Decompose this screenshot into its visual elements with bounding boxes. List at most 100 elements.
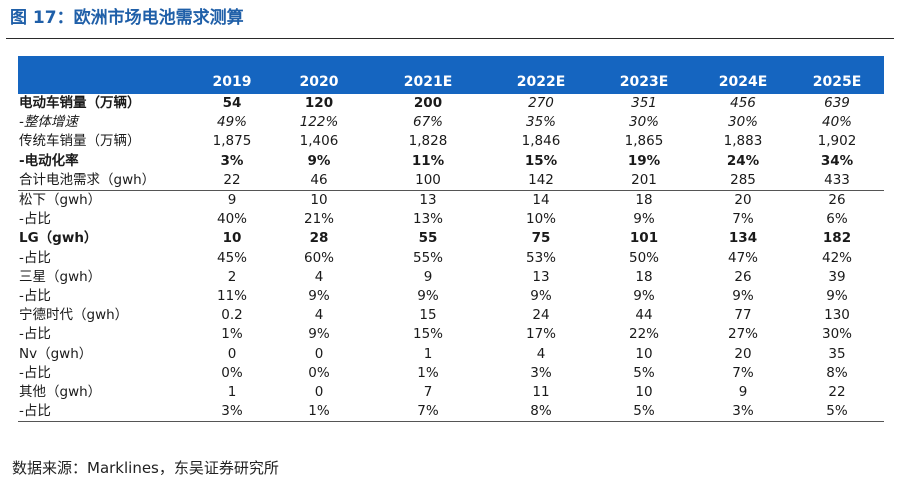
table-cell: 7% <box>366 402 490 423</box>
row-label: -占比 <box>18 402 192 423</box>
table-cell: 1,875 <box>212 133 252 150</box>
table-cell: 285 <box>696 170 790 191</box>
header-cell-year: 2025E <box>790 56 884 94</box>
table-cell: 19% <box>627 152 661 169</box>
table-cell: 54 <box>222 95 242 112</box>
table-row: 三星（gwh） 2 4 9 13 18 26 39 <box>18 268 884 287</box>
table-cell: 44 <box>635 307 653 324</box>
table-cell: 20 <box>734 345 752 362</box>
table-cell: 1,865 <box>624 133 664 150</box>
table-cell: 101 <box>629 230 659 247</box>
table-cell: 9% <box>826 287 848 304</box>
table-cell: 9% <box>732 287 754 304</box>
table-cell: 201 <box>592 170 696 191</box>
table-cell: 24 <box>532 307 550 324</box>
table-cell: 200 <box>413 95 443 112</box>
battery-demand-table: 2019 2020 2021E 2022E 2023E 2024E 2025E 电动车销量（… <box>18 56 884 423</box>
table-cell: 5% <box>790 402 884 423</box>
table-cell: 9% <box>308 326 330 343</box>
table-cell: 46 <box>272 170 366 191</box>
table-cell: 9% <box>417 287 439 304</box>
table-cell: 1,828 <box>408 133 448 150</box>
table-cell: 50% <box>628 249 659 266</box>
table-cell: 47% <box>727 249 758 266</box>
table-cell: 42% <box>821 249 852 266</box>
title-divider <box>6 38 894 39</box>
table-row: -占比 11% 9% 9% 9% 9% 9% 9% <box>18 287 884 306</box>
table-cell: 77 <box>734 307 752 324</box>
table-row: -占比 40% 21% 13% 10% 9% 7% 6% <box>18 210 884 229</box>
table-cell: 13 <box>532 268 550 285</box>
header-cell-year: 2024E <box>696 56 790 94</box>
table-row: 合计电池需求（gwh） 22 46 100 142 201 285 433 <box>18 170 884 191</box>
table-row: Nv（gwh） 0 0 1 4 10 20 35 <box>18 344 884 363</box>
table-cell: 9% <box>308 287 330 304</box>
table-cell: 1,406 <box>299 133 339 150</box>
table-cell: 11% <box>216 287 247 304</box>
table-cell: 1% <box>221 326 243 343</box>
table-header-row: 2019 2020 2021E 2022E 2023E 2024E 2025E <box>18 56 884 94</box>
table-cell: 14 <box>532 192 550 209</box>
row-label: -占比 <box>19 249 51 266</box>
table-row: 松下（gwh） 9 10 13 14 18 20 26 <box>18 190 884 210</box>
table-cell: 120 <box>304 95 334 112</box>
table-cell: 40% <box>216 211 247 228</box>
row-label: -占比 <box>19 211 51 228</box>
data-source-note: 数据来源：Marklines，东吴证券研究所 <box>12 459 279 477</box>
table-cell: 10 <box>635 383 653 400</box>
table-cell: 7 <box>423 383 433 400</box>
row-label: -占比 <box>19 287 51 304</box>
table-row: -电动化率 3% 9% 11% 15% 19% 24% 34% <box>18 152 884 171</box>
row-label: 合计电池需求（gwh） <box>18 170 192 191</box>
row-label: 传统车销量（万辆） <box>19 133 141 150</box>
row-label: LG（gwh） <box>19 230 98 247</box>
table-row: -占比 45% 60% 55% 53% 50% 47% 42% <box>18 249 884 268</box>
table-row: -占比 3% 1% 7% 8% 5% 3% 5% <box>18 402 884 423</box>
table-cell: 10 <box>310 192 328 209</box>
table-cell: 3% <box>220 152 244 169</box>
table-cell: 30% <box>727 114 758 131</box>
table-cell: 22% <box>628 326 659 343</box>
table-cell: 15% <box>524 152 558 169</box>
table-cell: 1% <box>272 402 366 423</box>
table-cell: 1,883 <box>723 133 763 150</box>
row-label: -占比 <box>19 364 51 381</box>
table-cell: 28 <box>309 230 329 247</box>
table-cell: 35 <box>828 345 846 362</box>
table-row: 电动车销量（万辆） 54 120 200 270 351 456 639 <box>18 94 884 113</box>
table-cell: 3% <box>192 402 272 423</box>
table-cell: 9 <box>227 192 237 209</box>
table-cell: 134 <box>728 230 758 247</box>
table-cell: 2 <box>227 268 237 285</box>
table-cell: 67% <box>412 114 443 131</box>
table-cell: 9% <box>633 211 655 228</box>
table-cell: 1% <box>417 364 439 381</box>
table-cell: 20 <box>734 192 752 209</box>
header-cell-year: 2019 <box>192 56 272 94</box>
table-cell: 60% <box>303 249 334 266</box>
table-cell: 182 <box>822 230 852 247</box>
table-cell: 22 <box>828 383 846 400</box>
table-cell: 0% <box>308 364 330 381</box>
row-label: -占比 <box>19 326 51 343</box>
table-cell: 15% <box>412 326 443 343</box>
table-row: 传统车销量（万辆） 1,875 1,406 1,828 1,846 1,865 1,883 1… <box>18 132 884 151</box>
table-cell: 21% <box>303 211 334 228</box>
table-cell: 34% <box>820 152 854 169</box>
table-row: 宁德时代（gwh） 0.2 4 15 24 44 77 130 <box>18 306 884 325</box>
table-cell: 9 <box>423 268 433 285</box>
table-cell: 40% <box>821 114 852 131</box>
table-cell: 10% <box>525 211 556 228</box>
table-cell: 27% <box>727 326 758 343</box>
table-cell: 10 <box>635 345 653 362</box>
table-cell: 15 <box>419 307 437 324</box>
table-cell: 1 <box>227 383 237 400</box>
table-cell: 5% <box>592 402 696 423</box>
table-row: 其他（gwh） 1 0 7 11 10 9 22 <box>18 383 884 402</box>
table-cell: 8% <box>826 364 848 381</box>
table-cell: 18 <box>635 192 653 209</box>
table-row: LG（gwh） 10 28 55 75 101 134 182 <box>18 229 884 248</box>
table-cell: 0 <box>314 345 324 362</box>
table-cell: 17% <box>525 326 556 343</box>
table-cell: 5% <box>633 364 655 381</box>
